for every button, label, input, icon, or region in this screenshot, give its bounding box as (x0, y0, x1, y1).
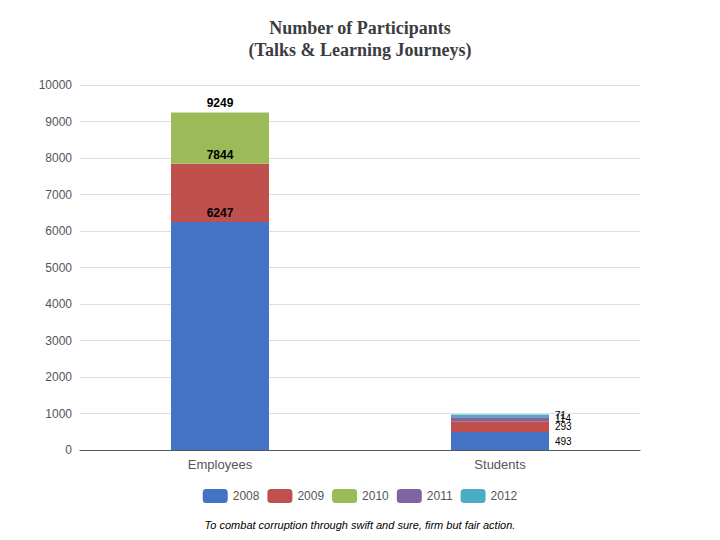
svg-text:Number of Participants: Number of Participants (269, 18, 451, 38)
svg-text:2010: 2010 (362, 489, 389, 503)
svg-text:6000: 6000 (45, 224, 72, 238)
svg-text:6247: 6247 (207, 206, 234, 220)
svg-text:7000: 7000 (45, 188, 72, 202)
svg-text:493: 493 (555, 436, 572, 447)
svg-text:1000: 1000 (45, 407, 72, 421)
svg-text:71: 71 (555, 410, 567, 421)
svg-text:Employees: Employees (188, 457, 253, 472)
svg-text:4000: 4000 (45, 297, 72, 311)
svg-text:0: 0 (65, 443, 72, 457)
svg-text:5000: 5000 (45, 261, 72, 275)
svg-text:To combat corruption through s: To combat corruption through swift and s… (205, 519, 516, 531)
svg-text:Students: Students (474, 457, 526, 472)
svg-text:2000: 2000 (45, 370, 72, 384)
svg-text:10000: 10000 (39, 78, 73, 92)
svg-text:3000: 3000 (45, 334, 72, 348)
svg-text:9000: 9000 (45, 115, 72, 129)
svg-text:2012: 2012 (491, 489, 518, 503)
svg-text:2009: 2009 (297, 489, 324, 503)
svg-text:8000: 8000 (45, 151, 72, 165)
svg-text:9249: 9249 (207, 96, 234, 110)
svg-text:293: 293 (555, 421, 572, 433)
svg-text:2011: 2011 (427, 489, 453, 503)
svg-text:2008: 2008 (233, 489, 260, 503)
svg-text:(Talks & Learning Journeys): (Talks & Learning Journeys) (249, 40, 472, 61)
svg-text:7844: 7844 (207, 148, 234, 162)
